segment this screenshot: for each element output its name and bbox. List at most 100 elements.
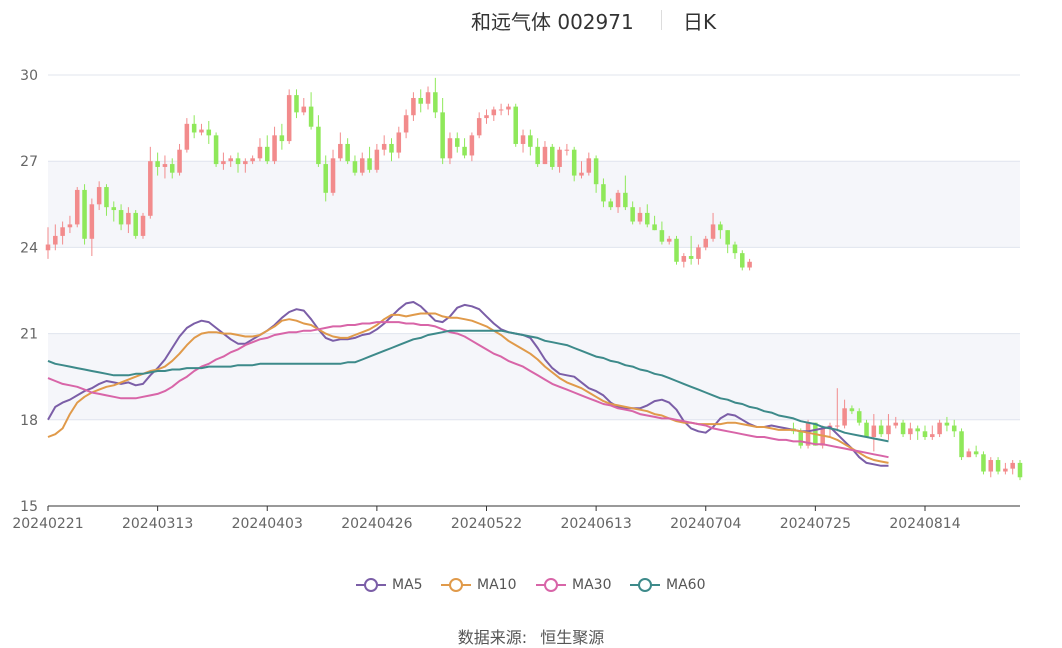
candle-body — [433, 92, 438, 113]
candle-body — [922, 431, 928, 438]
candle-body — [257, 146, 263, 159]
candle-body — [725, 230, 730, 245]
candle-body — [652, 224, 657, 231]
source-value: 恒生聚源 — [540, 628, 605, 647]
candle-body — [184, 123, 190, 150]
candle-body — [886, 425, 891, 435]
candle-body — [118, 210, 124, 225]
legend-marker-icon — [630, 578, 660, 592]
candle-body — [199, 129, 204, 133]
candle-body — [864, 422, 869, 438]
candle-body — [535, 146, 540, 165]
legend-marker-icon — [536, 578, 566, 592]
candle-body — [221, 161, 226, 165]
candle-body — [418, 97, 423, 104]
legend-item-ma10[interactable]: MA10 — [441, 574, 516, 596]
candle-body — [1017, 462, 1023, 478]
candle-body — [893, 422, 899, 426]
candle-body — [235, 158, 241, 165]
candle-body — [1010, 462, 1015, 469]
candle-body — [111, 207, 117, 211]
x-tick-label: 20240725 — [780, 516, 851, 532]
period-label: 日K — [683, 10, 717, 34]
source-label: 数据来源: — [457, 628, 528, 647]
candle-body — [579, 172, 584, 176]
candle-body — [213, 135, 219, 165]
candle-body — [82, 189, 87, 239]
candle-body — [243, 161, 248, 165]
y-tick-label: 24 — [20, 240, 38, 256]
candle-body — [67, 224, 73, 228]
candle-body — [973, 451, 979, 455]
candle-body — [703, 238, 709, 248]
candle-body — [615, 192, 621, 208]
candle-body — [316, 126, 321, 165]
candle-body — [53, 235, 58, 245]
candle-body — [805, 422, 811, 446]
x-tick-label: 20240613 — [560, 516, 631, 532]
candle-body — [966, 451, 972, 458]
candle-body — [550, 146, 555, 167]
legend-item-ma60[interactable]: MA60 — [630, 574, 705, 596]
candle-body — [513, 106, 518, 144]
candle-body — [330, 158, 336, 193]
candle-body — [959, 431, 964, 458]
candle-body — [294, 95, 299, 113]
candle-body — [908, 428, 913, 435]
y-tick-label: 30 — [20, 68, 38, 84]
candle-body — [286, 95, 292, 142]
candle-body — [206, 129, 212, 136]
candle-body — [60, 227, 65, 236]
candle-body — [630, 207, 635, 222]
candle-body — [447, 138, 453, 159]
candle-body — [674, 238, 679, 262]
candle-body — [937, 422, 942, 435]
candle-body — [681, 256, 687, 262]
candle-body — [272, 135, 277, 162]
candle-body — [454, 138, 460, 147]
candle-body — [718, 224, 723, 231]
candle-body — [126, 212, 131, 225]
legend-item-ma5[interactable]: MA5 — [356, 574, 423, 596]
candle-body — [191, 123, 197, 133]
candle-body — [710, 224, 716, 239]
candle-body — [338, 143, 343, 159]
legend-item-ma30[interactable]: MA30 — [536, 574, 611, 596]
candle-body — [359, 158, 365, 173]
ma60-line — [47, 329, 889, 443]
candle-body — [381, 143, 387, 150]
candle-body — [688, 256, 694, 259]
candle-body — [476, 118, 482, 136]
candle-body — [425, 92, 431, 104]
candle-body — [155, 161, 160, 167]
candle-body — [45, 244, 51, 251]
candle-body — [645, 212, 650, 225]
candle-body — [732, 244, 738, 254]
candle-body — [279, 135, 285, 142]
x-tick-label: 20240221 — [12, 516, 83, 532]
candle-body — [389, 143, 394, 153]
candle-body — [323, 164, 328, 193]
candle-body — [900, 422, 906, 435]
candle-body — [608, 201, 614, 208]
y-tick-label: 18 — [20, 413, 38, 429]
candle-body — [308, 106, 314, 127]
candle-body — [564, 149, 570, 151]
candle-body — [988, 460, 994, 472]
candle-body — [696, 247, 701, 259]
candle-body — [557, 149, 562, 167]
candle-body — [104, 187, 109, 208]
candle-body — [74, 189, 80, 225]
candle-body — [301, 106, 307, 113]
candle-body — [747, 261, 752, 268]
candle-body — [659, 230, 665, 242]
candle-body — [96, 187, 102, 205]
candle-body — [951, 425, 957, 432]
candle-body — [944, 422, 950, 426]
candle-body — [250, 158, 255, 162]
candle-body — [140, 215, 146, 236]
x-tick-label: 20240704 — [670, 516, 741, 532]
candle-body — [835, 425, 840, 427]
candle-body — [571, 149, 577, 176]
candle-body — [1003, 468, 1008, 472]
